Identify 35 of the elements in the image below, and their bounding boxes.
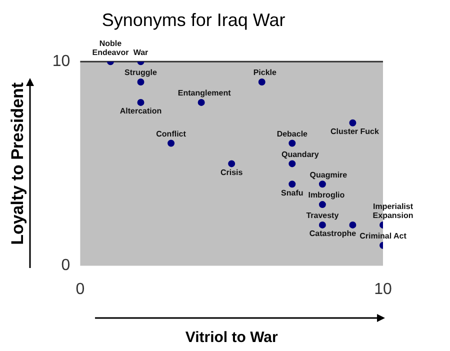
annotation: Altercation	[120, 106, 162, 116]
y-axis-title: Loyalty to President	[8, 82, 27, 245]
annotation: Imperialist Expansion	[372, 202, 414, 220]
annotation: Noble Endeavor	[92, 38, 129, 57]
point	[137, 78, 144, 86]
point	[198, 98, 205, 106]
annotation: Crisis	[220, 168, 244, 177]
annotation: Conflict	[156, 129, 186, 138]
point	[318, 180, 326, 188]
point	[258, 78, 266, 86]
point	[349, 221, 356, 228]
annotation: Snafu	[281, 188, 304, 198]
annotation: Debacle	[276, 129, 308, 138]
annotation: Struggle	[124, 68, 158, 78]
chart-title: Synonyms for Iraq War	[102, 10, 286, 30]
annotation: Imbroglio	[308, 190, 345, 200]
annotation: Cluster Fuck	[330, 127, 380, 136]
annotation: Pickle	[253, 68, 277, 78]
point	[288, 140, 296, 147]
annotation: Catastrophe	[309, 229, 357, 238]
x-axis-title: Vitriol to War	[185, 329, 278, 346]
point	[288, 180, 296, 188]
point	[318, 221, 326, 228]
point	[288, 160, 296, 168]
annotation: Criminal Act	[360, 232, 407, 241]
point	[228, 160, 236, 168]
point	[137, 98, 144, 106]
annotation: War	[133, 48, 148, 57]
point	[349, 119, 356, 126]
annotation: Entanglement	[178, 88, 232, 98]
annotation: Quagmire	[310, 170, 348, 180]
annotation: Travesty	[306, 211, 340, 220]
point	[318, 201, 326, 208]
point	[168, 140, 175, 147]
annotation: Quandary	[281, 150, 320, 159]
